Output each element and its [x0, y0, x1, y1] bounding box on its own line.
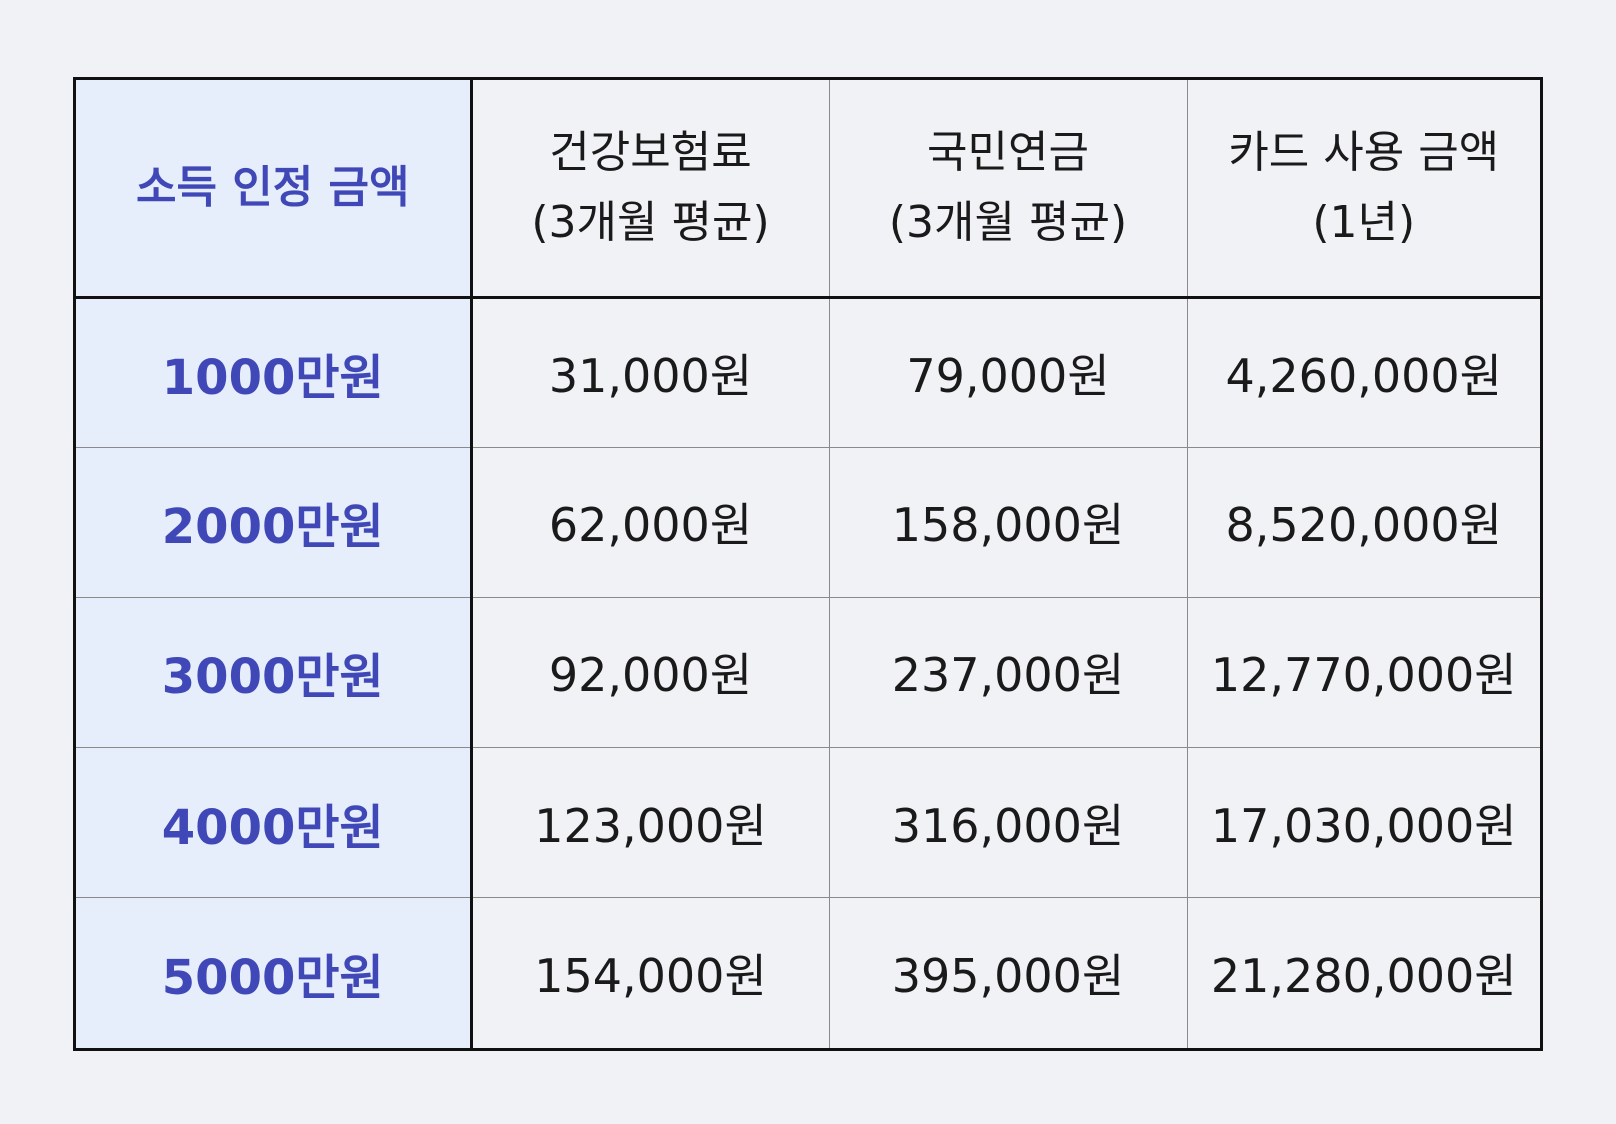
column-header-title: 국민연금	[927, 126, 1089, 178]
cell-health-insurance: 123,000원	[470, 747, 830, 899]
column-header-subtitle: (3개월 평균)	[531, 196, 770, 248]
cell-card-spending: 8,520,000원	[1186, 446, 1540, 598]
cell-national-pension: 395,000원	[828, 897, 1188, 1048]
cell-health-insurance: 31,000원	[470, 296, 830, 448]
table-row: 5000만원 154,000원 395,000원 21,280,000원	[76, 897, 1540, 1048]
income-table-grid: 소득 인정 금액 건강보험료 (3개월 평균) 국민연금 (3개월 평균) 카드…	[76, 80, 1540, 1048]
cell-card-spending: 17,030,000원	[1186, 747, 1540, 899]
cell-national-pension: 316,000원	[828, 747, 1188, 899]
column-header-national-pension: 국민연금 (3개월 평균)	[828, 80, 1188, 299]
row-header-income: 2000만원	[76, 446, 473, 598]
table-row: 2000만원 62,000원 158,000원 8,520,000원	[76, 446, 1540, 598]
cell-card-spending: 12,770,000원	[1186, 596, 1540, 749]
cell-national-pension: 158,000원	[828, 446, 1188, 598]
cell-national-pension: 237,000원	[828, 596, 1188, 749]
cell-card-spending: 4,260,000원	[1186, 296, 1540, 448]
cell-health-insurance: 154,000원	[470, 897, 830, 1048]
cell-national-pension: 79,000원	[828, 296, 1188, 448]
cell-health-insurance: 62,000원	[470, 446, 830, 598]
column-header-subtitle: (1년)	[1312, 196, 1416, 248]
table-row: 1000만원 31,000원 79,000원 4,260,000원	[76, 296, 1540, 448]
header-row: 소득 인정 금액 건강보험료 (3개월 평균) 국민연금 (3개월 평균) 카드…	[76, 80, 1540, 299]
column-header-subtitle: (3개월 평균)	[888, 196, 1128, 248]
column-header-title: 건강보험료	[549, 126, 752, 178]
row-header-income: 3000만원	[76, 596, 473, 749]
table-row: 4000만원 123,000원 316,000원 17,030,000원	[76, 747, 1540, 899]
table-row: 3000만원 92,000원 237,000원 12,770,000원	[76, 596, 1540, 749]
column-header-health-insurance: 건강보험료 (3개월 평균)	[470, 80, 830, 299]
cell-health-insurance: 92,000원	[470, 596, 830, 749]
cell-card-spending: 21,280,000원	[1186, 897, 1540, 1048]
column-header-card-spending: 카드 사용 금액 (1년)	[1186, 80, 1540, 299]
income-table: 소득 인정 금액 건강보험료 (3개월 평균) 국민연금 (3개월 평균) 카드…	[73, 77, 1543, 1051]
row-header-income: 1000만원	[76, 296, 473, 448]
row-header-income: 5000만원	[76, 897, 473, 1048]
corner-header-income: 소득 인정 금액	[76, 80, 473, 299]
column-header-title: 카드 사용 금액	[1228, 126, 1500, 178]
row-header-income: 4000만원	[76, 747, 473, 899]
